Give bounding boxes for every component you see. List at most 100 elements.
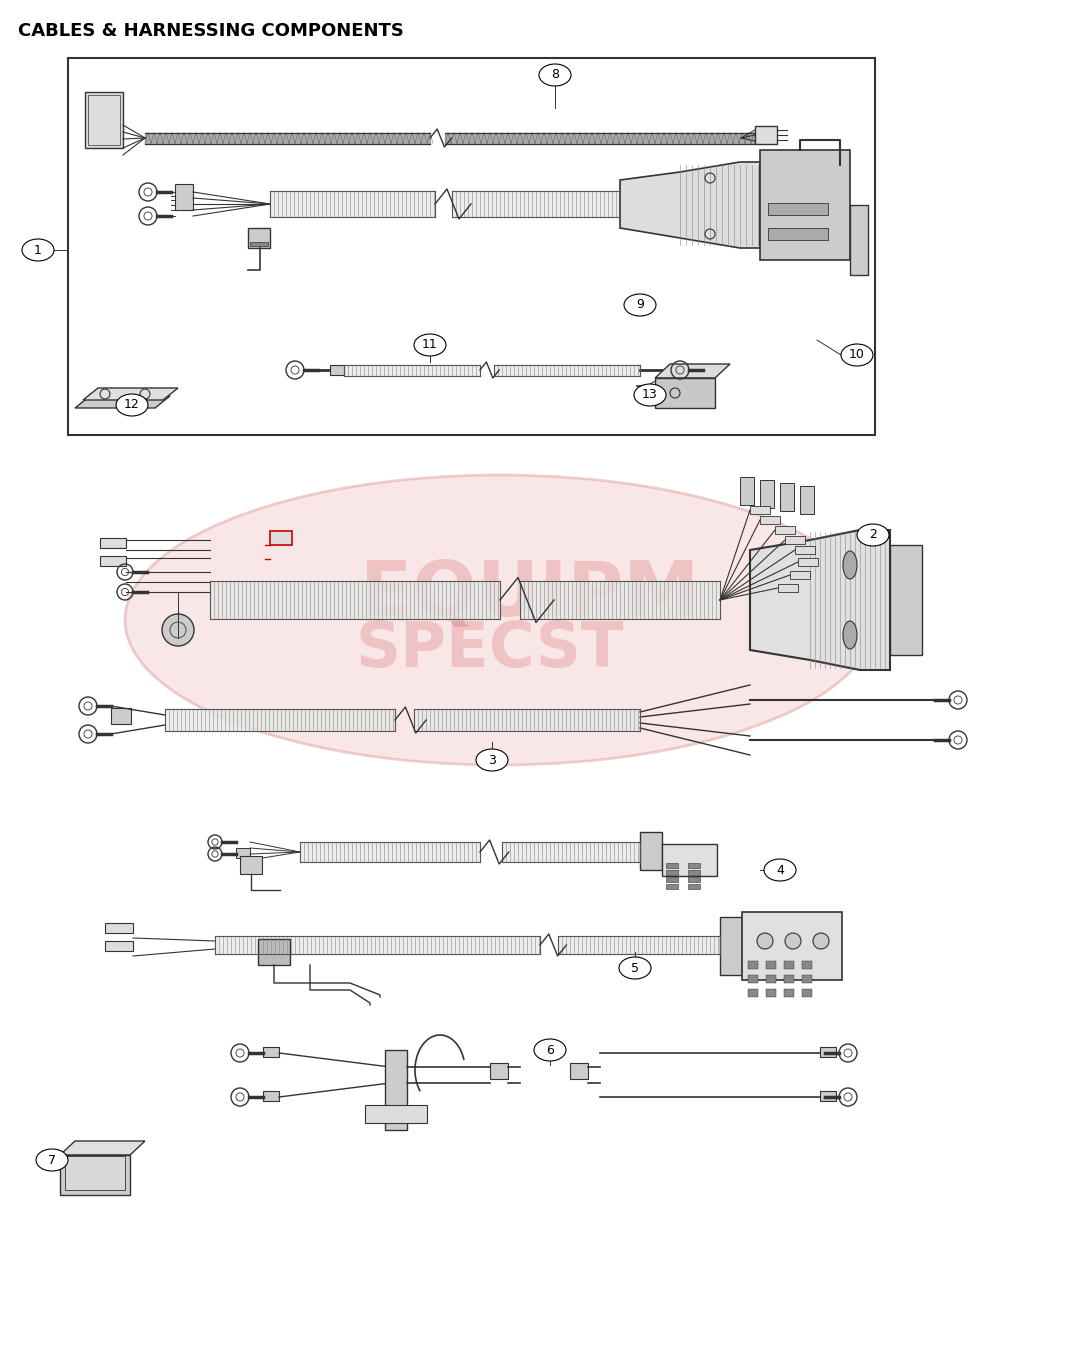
Bar bbox=[784, 975, 794, 983]
Ellipse shape bbox=[619, 958, 651, 979]
Ellipse shape bbox=[764, 859, 796, 881]
Bar bbox=[258, 939, 290, 964]
Bar bbox=[798, 558, 818, 566]
Circle shape bbox=[785, 933, 802, 950]
Text: 8: 8 bbox=[551, 69, 559, 82]
Bar bbox=[264, 1091, 279, 1102]
Circle shape bbox=[162, 615, 194, 646]
Bar bbox=[60, 1155, 130, 1194]
Ellipse shape bbox=[843, 551, 857, 578]
Bar bbox=[802, 989, 812, 997]
Bar bbox=[755, 126, 776, 144]
Polygon shape bbox=[75, 395, 170, 408]
Bar bbox=[264, 1046, 279, 1057]
Text: 10: 10 bbox=[849, 348, 865, 362]
Bar bbox=[890, 545, 922, 655]
Bar bbox=[778, 584, 798, 592]
Bar bbox=[742, 912, 842, 981]
Circle shape bbox=[813, 933, 829, 950]
Bar bbox=[175, 184, 193, 210]
Bar bbox=[236, 847, 250, 858]
Bar bbox=[795, 546, 815, 554]
Text: 7: 7 bbox=[48, 1154, 56, 1166]
Bar bbox=[666, 870, 678, 876]
Polygon shape bbox=[654, 364, 730, 378]
Bar bbox=[688, 870, 700, 876]
Bar bbox=[250, 242, 268, 246]
Bar bbox=[748, 975, 758, 983]
Bar bbox=[570, 1063, 588, 1079]
Bar bbox=[100, 555, 126, 566]
Polygon shape bbox=[60, 1141, 145, 1155]
Bar bbox=[105, 941, 133, 951]
Text: SPECST: SPECST bbox=[356, 620, 624, 681]
Ellipse shape bbox=[534, 1038, 566, 1061]
Bar bbox=[748, 989, 758, 997]
Text: 5: 5 bbox=[631, 962, 639, 975]
Bar bbox=[820, 1091, 836, 1102]
Ellipse shape bbox=[36, 1149, 68, 1171]
Bar bbox=[775, 526, 795, 534]
Text: 3: 3 bbox=[488, 753, 495, 767]
Bar bbox=[365, 1106, 427, 1123]
Text: 12: 12 bbox=[124, 398, 139, 412]
Bar bbox=[766, 975, 776, 983]
Text: 6: 6 bbox=[546, 1044, 554, 1057]
Bar bbox=[766, 960, 776, 968]
Text: 11: 11 bbox=[423, 339, 438, 351]
Circle shape bbox=[757, 933, 773, 950]
Ellipse shape bbox=[117, 394, 148, 416]
Bar bbox=[240, 855, 262, 874]
Text: 4: 4 bbox=[776, 863, 784, 877]
Text: EQUIPM: EQUIPM bbox=[360, 558, 699, 632]
Ellipse shape bbox=[843, 621, 857, 650]
Bar bbox=[386, 1050, 407, 1130]
Bar bbox=[68, 58, 874, 434]
Bar bbox=[851, 204, 868, 274]
Bar bbox=[802, 960, 812, 968]
Polygon shape bbox=[620, 161, 760, 247]
Ellipse shape bbox=[22, 239, 54, 261]
Ellipse shape bbox=[624, 295, 656, 316]
Bar bbox=[768, 203, 828, 215]
Bar bbox=[330, 364, 344, 375]
Bar bbox=[688, 877, 700, 882]
Polygon shape bbox=[750, 530, 890, 670]
Bar bbox=[784, 960, 794, 968]
Bar bbox=[790, 572, 810, 578]
Ellipse shape bbox=[476, 749, 507, 771]
Bar bbox=[640, 833, 662, 870]
Bar bbox=[780, 483, 794, 511]
Bar bbox=[784, 989, 794, 997]
Bar bbox=[720, 917, 742, 975]
Ellipse shape bbox=[125, 475, 874, 765]
Bar bbox=[802, 975, 812, 983]
Bar bbox=[800, 486, 813, 514]
Ellipse shape bbox=[857, 525, 889, 546]
Bar bbox=[760, 480, 774, 508]
Bar bbox=[65, 1155, 125, 1190]
Text: 13: 13 bbox=[643, 389, 658, 402]
Bar bbox=[785, 537, 805, 543]
Bar bbox=[490, 1063, 507, 1079]
Text: 2: 2 bbox=[869, 529, 877, 542]
Bar bbox=[760, 516, 780, 525]
Ellipse shape bbox=[414, 334, 446, 356]
Bar bbox=[248, 229, 270, 247]
Ellipse shape bbox=[634, 385, 666, 406]
Polygon shape bbox=[83, 387, 178, 399]
Bar bbox=[662, 845, 717, 876]
Bar bbox=[766, 989, 776, 997]
Bar bbox=[741, 477, 754, 504]
Text: 1: 1 bbox=[34, 243, 42, 257]
Bar bbox=[88, 95, 120, 145]
Text: CABLES & HARNESSING COMPONENTS: CABLES & HARNESSING COMPONENTS bbox=[19, 22, 404, 40]
Bar bbox=[100, 538, 126, 547]
Text: 9: 9 bbox=[636, 299, 644, 312]
Bar bbox=[820, 1046, 836, 1057]
Bar bbox=[105, 923, 133, 933]
Bar bbox=[85, 91, 123, 148]
Ellipse shape bbox=[539, 65, 571, 86]
Bar bbox=[111, 707, 131, 724]
Ellipse shape bbox=[841, 344, 873, 366]
